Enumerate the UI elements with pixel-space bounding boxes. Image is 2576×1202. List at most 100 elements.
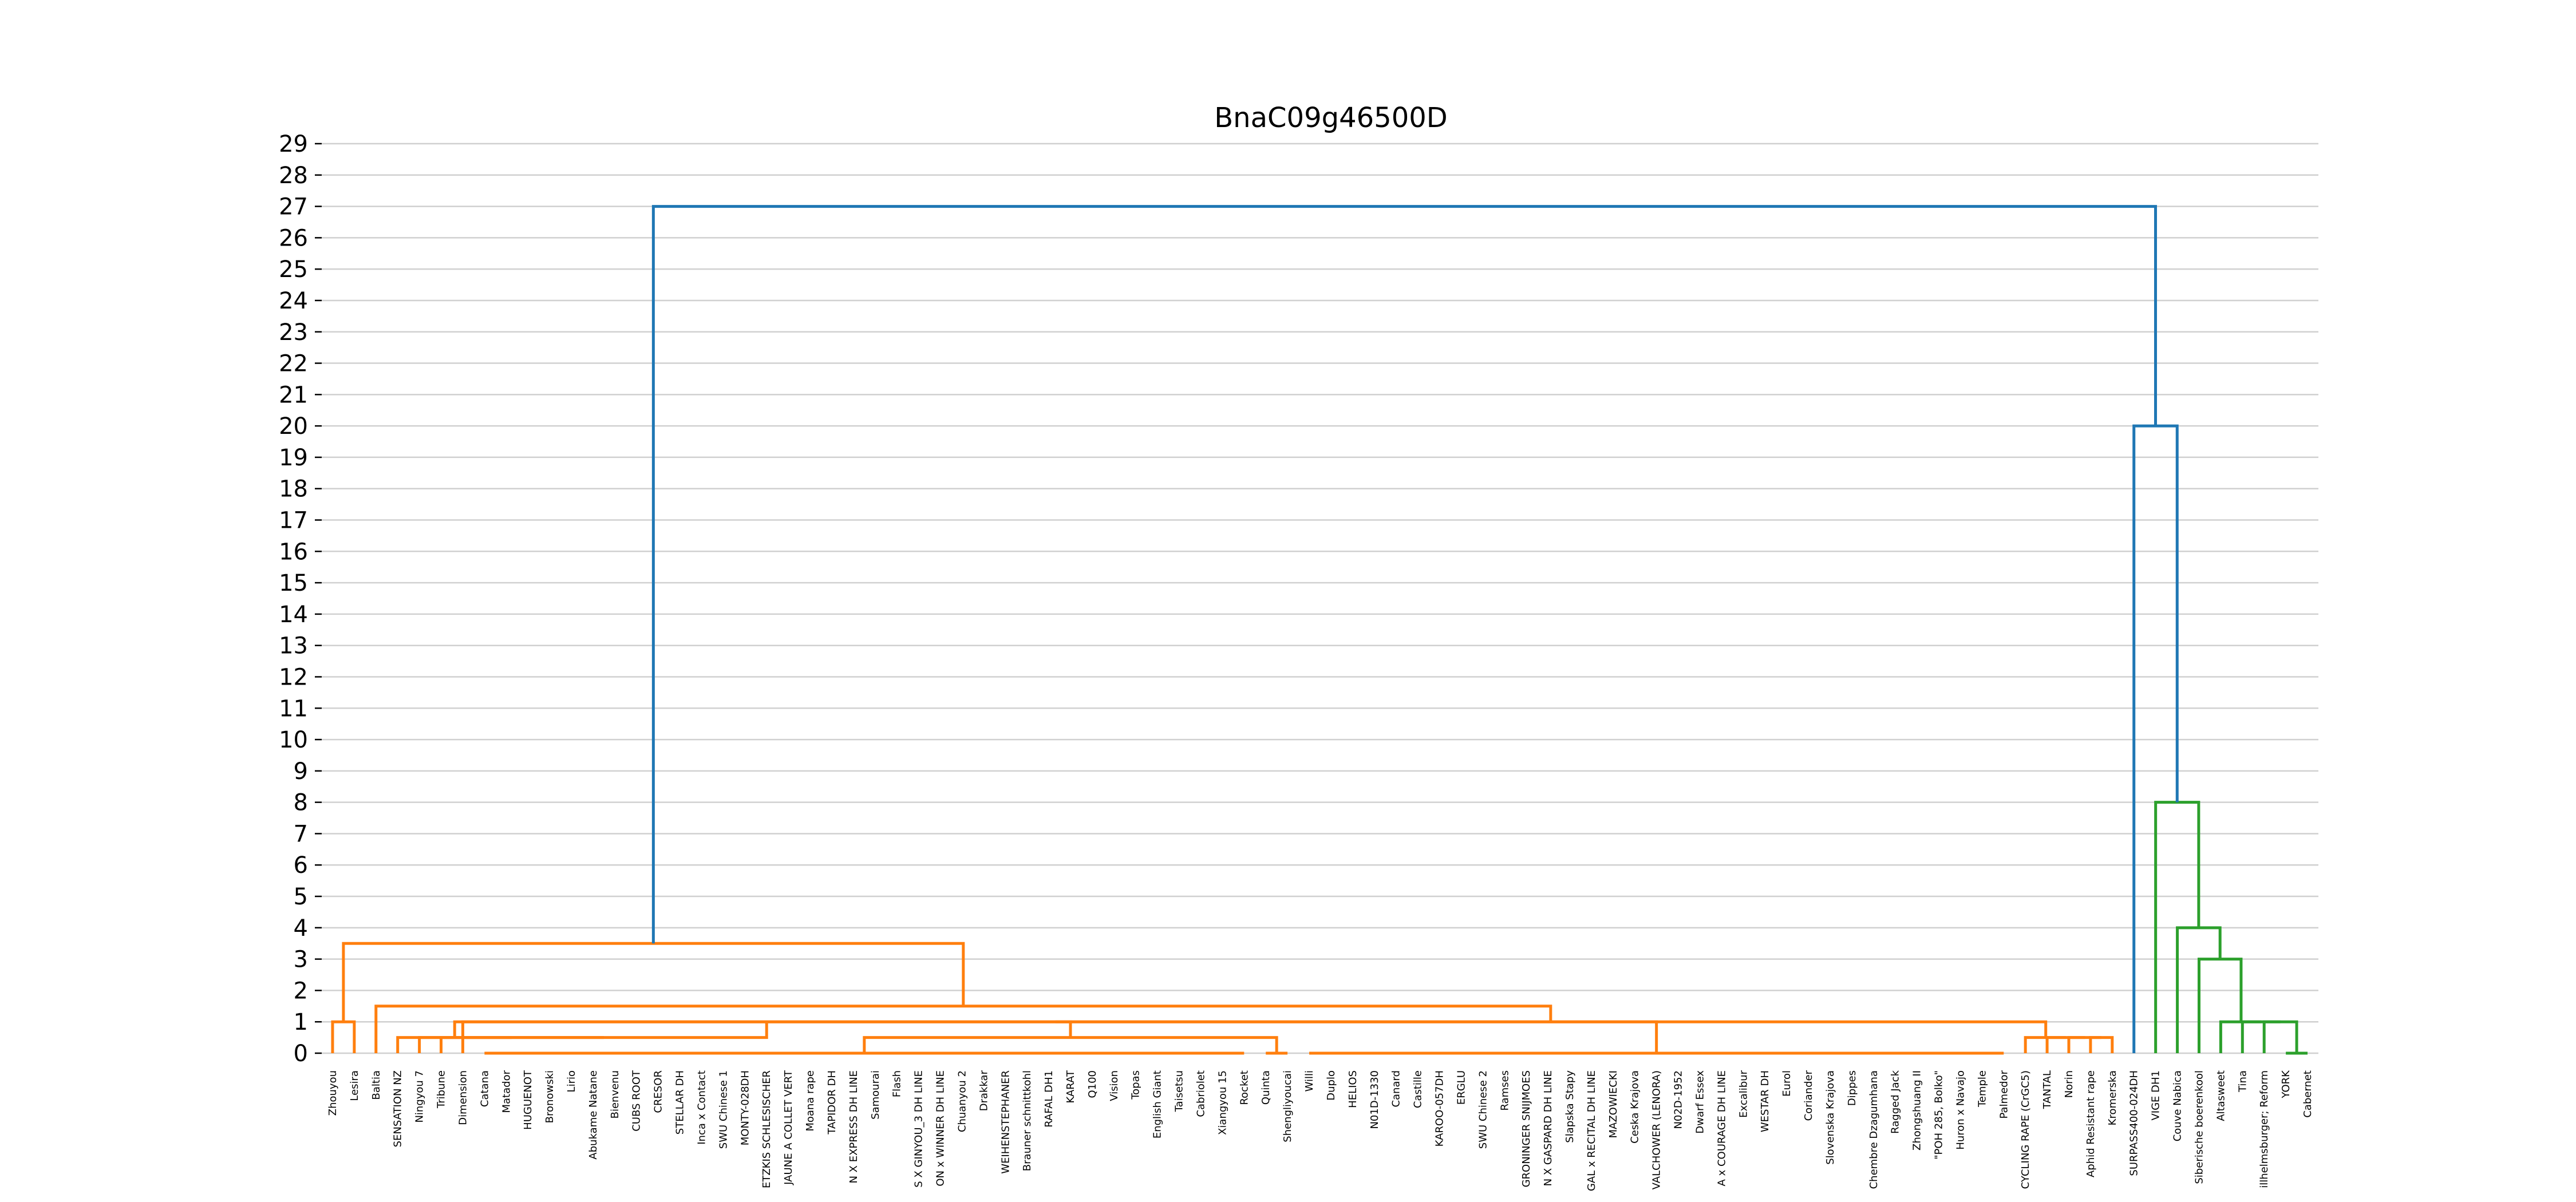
leaf-label: Castille (1412, 1070, 1424, 1108)
leaf-label: Ragged Jack (1890, 1070, 1902, 1133)
y-tick-label: 27 (279, 194, 308, 220)
y-tick-label: 1 (294, 1009, 308, 1035)
y-tick-label: 24 (279, 288, 308, 314)
dendrogram-link (453, 1020, 1658, 1053)
leaf-label: SURPASS400-024DH (2128, 1070, 2140, 1176)
leaf-label: CRESOR (653, 1070, 665, 1113)
leaf-label: SENSATION NZ (392, 1070, 404, 1147)
leaf-label: Temple (1976, 1070, 1988, 1108)
y-tick-label: 9 (294, 758, 308, 785)
leaf-label: Bienvenu (609, 1070, 621, 1118)
dendrogram-link (2024, 1036, 2067, 1053)
leaf-label: Zhongshuang II (1911, 1070, 1923, 1150)
leaf-label: Ceska Krajova (1629, 1070, 1641, 1144)
leaf-label: CYCLING RAPE (CrGC5) (2020, 1070, 2032, 1189)
y-tick-label: 5 (294, 884, 308, 910)
leaf-label: Rocket (1238, 1070, 1250, 1105)
y-tick-label: 7 (294, 821, 308, 847)
dendrogram-link (342, 942, 965, 1022)
leaf-label: Cabriolet (1195, 1070, 1207, 1117)
leaf-label: N01D-1330 (1369, 1070, 1381, 1129)
leaf-label: Cabernet (2302, 1070, 2314, 1118)
leaf-label: Duplo (1325, 1070, 1337, 1101)
dendrogram-link (2154, 801, 2200, 1053)
leaf-label: N X GASPARD DH LINE (1542, 1070, 1554, 1186)
y-tick-label: 0 (294, 1041, 308, 1067)
dendrogram-link (2067, 1036, 2101, 1053)
y-tick-label: 19 (279, 445, 308, 471)
y-tick-label: 3 (294, 947, 308, 973)
leaf-label: Ningyou 7 (414, 1070, 426, 1123)
dendrogram-link (2241, 1020, 2281, 1053)
leaf-label: Shengliyoucai (1282, 1070, 1294, 1142)
leaf-label: "POH 285, Bolko" (1933, 1070, 1945, 1160)
leaf-label: A x COURAGE DH LINE (1716, 1070, 1728, 1186)
leaf-label: GAL x RECITAL DH LINE (1586, 1070, 1598, 1191)
y-tick-label: 8 (294, 790, 308, 816)
y-tick-label: 28 (279, 163, 308, 189)
leaf-label: Eurol (1781, 1070, 1793, 1097)
leaf-label: Samourai (870, 1070, 882, 1120)
leaf-label: GRONINGER SNIJMOES (1520, 1070, 1532, 1187)
y-tick-label: 22 (279, 351, 308, 377)
leaf-label: English Giant (1152, 1070, 1164, 1138)
dendrogram-link (2132, 424, 2179, 1053)
y-tick-label: 2 (294, 978, 308, 1004)
y-tick-label: 25 (279, 256, 308, 283)
leaf-label: Dimension (457, 1070, 469, 1125)
y-tick-label: 6 (294, 852, 308, 879)
dendrogram-link (331, 1020, 356, 1053)
leaf-label: Slapska Stapy (1564, 1070, 1576, 1143)
leaf-label: Flash (891, 1070, 903, 1097)
dendrogram-link (2045, 1036, 2085, 1053)
leaf-label: CUBS ROOT (631, 1070, 643, 1132)
leaf-label: Brauner schnittkohl (1021, 1070, 1033, 1171)
leaf-label: SWU Chinese 2 (1477, 1070, 1489, 1149)
leaf-label: Kromerska (2107, 1070, 2119, 1125)
dendrogram-links (331, 205, 2308, 1055)
leaf-label: Willi (1303, 1070, 1315, 1092)
dendrogram-link (374, 1005, 1552, 1053)
y-tick-label: 26 (279, 225, 308, 251)
leaf-label: JAUNE A COLLET VERT (783, 1070, 795, 1185)
dendrogram-link (2089, 1036, 2114, 1053)
leaf-label: Chembre Dzagumhana (1868, 1070, 1880, 1189)
leaf-label: Siberische boerenkool (2193, 1070, 2205, 1184)
leaf-label: Moana rape (804, 1070, 816, 1132)
leaf-label: SWU Chinese 1 (717, 1070, 729, 1149)
leaf-label: illhelmsburger; Reform (2258, 1070, 2270, 1188)
leaf-label: KAROO-057DH (1434, 1070, 1446, 1146)
leaf-label: Vision (1108, 1070, 1120, 1101)
dendrogram-link (2219, 1020, 2262, 1053)
leaf-label: Quinta (1260, 1070, 1272, 1105)
y-tick-label: 11 (279, 695, 308, 722)
leaf-label: Couve Nabica (2172, 1070, 2184, 1141)
y-tick-label: 18 (279, 476, 308, 503)
leaf-label: TAPIDOR DH (826, 1070, 838, 1135)
leaf-label: Dwarf Essex (1694, 1070, 1706, 1134)
leaf-label: Inca x Contact (696, 1070, 708, 1145)
y-tick-label: 20 (279, 413, 308, 440)
leaf-label: Chuanyou 2 (956, 1070, 968, 1132)
y-tick-label: 12 (279, 664, 308, 690)
leaf-label: Bronowski (544, 1070, 556, 1123)
leaf-label: Huron x Navajo (1954, 1070, 1966, 1150)
leaf-label: N X EXPRESS DH LINE (848, 1070, 860, 1184)
y-tick-label: 16 (279, 539, 308, 565)
leaf-label: Palmedor (1998, 1070, 2010, 1118)
leaf-label: Lirio (566, 1070, 578, 1092)
leaf-label: STELLAR DH (674, 1070, 686, 1134)
leaf-label: RAFAL DH1 (1043, 1070, 1055, 1128)
leaf-label: Dippes (1846, 1070, 1858, 1106)
y-tick-label: 29 (279, 131, 308, 157)
leaf-label: Coriander (1803, 1070, 1815, 1121)
leaf-label: HELIOS (1347, 1070, 1359, 1108)
leaf-label: Norin (2063, 1070, 2075, 1098)
dendrogram-link (418, 1036, 604, 1053)
dendrogram-link (2176, 926, 2222, 1053)
leaf-label: ETZKIS SCHLESISCHER (761, 1070, 773, 1188)
leaf-label: Zhouyou (327, 1070, 339, 1116)
leaf-label: Abukame Natane (587, 1070, 599, 1160)
y-tick-label: 10 (279, 727, 308, 753)
